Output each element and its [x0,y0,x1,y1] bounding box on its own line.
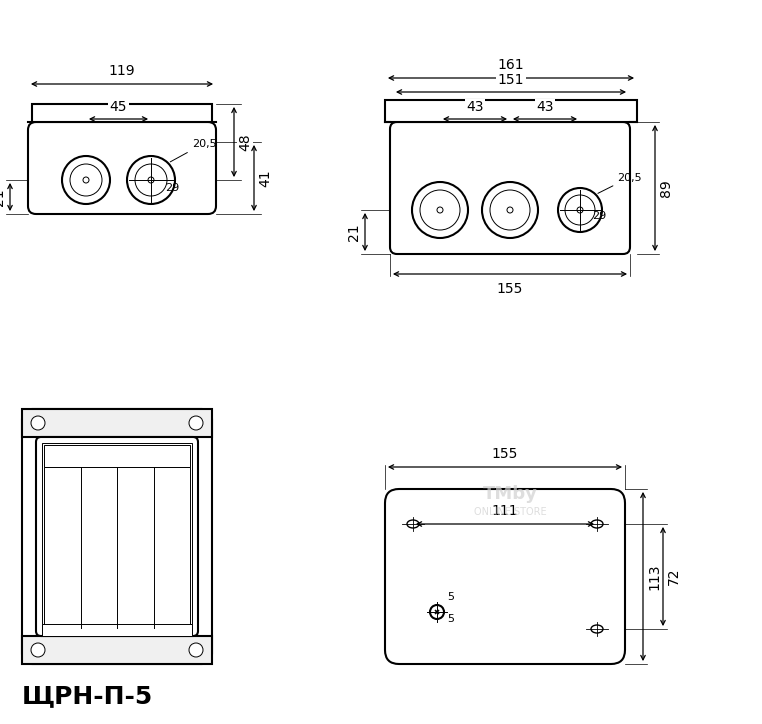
Circle shape [62,156,110,204]
FancyBboxPatch shape [390,122,630,254]
Bar [32,104,212,122]
Text: 48: 48 [238,133,252,151]
Circle shape [31,643,45,657]
Circle shape [437,207,443,213]
Text: 89: 89 [659,179,673,197]
Circle shape [577,207,583,213]
Text: 43: 43 [466,100,484,114]
Circle shape [420,190,460,230]
FancyBboxPatch shape [28,122,216,214]
FancyBboxPatch shape [22,409,212,664]
Text: 155: 155 [491,447,518,461]
Text: 21: 21 [347,223,361,241]
Bar [22,636,212,664]
Text: 20,5: 20,5 [617,172,642,182]
Circle shape [482,182,538,238]
FancyBboxPatch shape [385,489,625,664]
Circle shape [83,177,89,183]
Bar [42,624,192,636]
Circle shape [507,207,513,213]
Circle shape [127,156,175,204]
Circle shape [189,416,203,430]
Circle shape [31,416,45,430]
Text: 113: 113 [647,563,661,590]
Circle shape [430,605,444,619]
Bar [44,445,190,467]
Circle shape [412,182,468,238]
Circle shape [565,195,595,225]
Text: 21: 21 [0,188,6,206]
Text: 111: 111 [491,504,518,518]
Bar [22,409,212,437]
Text: 72: 72 [667,568,681,585]
Text: 20,5: 20,5 [192,139,216,149]
Bar [44,467,190,628]
Text: 151: 151 [498,73,524,87]
Text: 43: 43 [536,100,554,114]
Bar [385,100,637,122]
Circle shape [135,164,167,196]
Text: 119: 119 [109,64,136,78]
Text: 45: 45 [110,100,127,114]
Text: 5: 5 [447,614,454,624]
Text: 29: 29 [165,183,179,193]
Text: 29: 29 [592,211,607,221]
Text: 5: 5 [447,592,454,602]
Text: TMby: TMby [482,485,537,503]
Text: 155: 155 [497,282,523,296]
Circle shape [490,190,530,230]
FancyBboxPatch shape [36,437,198,636]
Circle shape [148,177,154,183]
Text: 161: 161 [498,58,524,72]
Text: ONLINE STORE: ONLINE STORE [474,507,546,517]
Bar [42,443,192,630]
Circle shape [189,643,203,657]
Circle shape [558,188,602,232]
Text: ЩРН-П-5: ЩРН-П-5 [22,684,153,708]
Text: 41: 41 [258,169,272,187]
Circle shape [70,164,102,196]
